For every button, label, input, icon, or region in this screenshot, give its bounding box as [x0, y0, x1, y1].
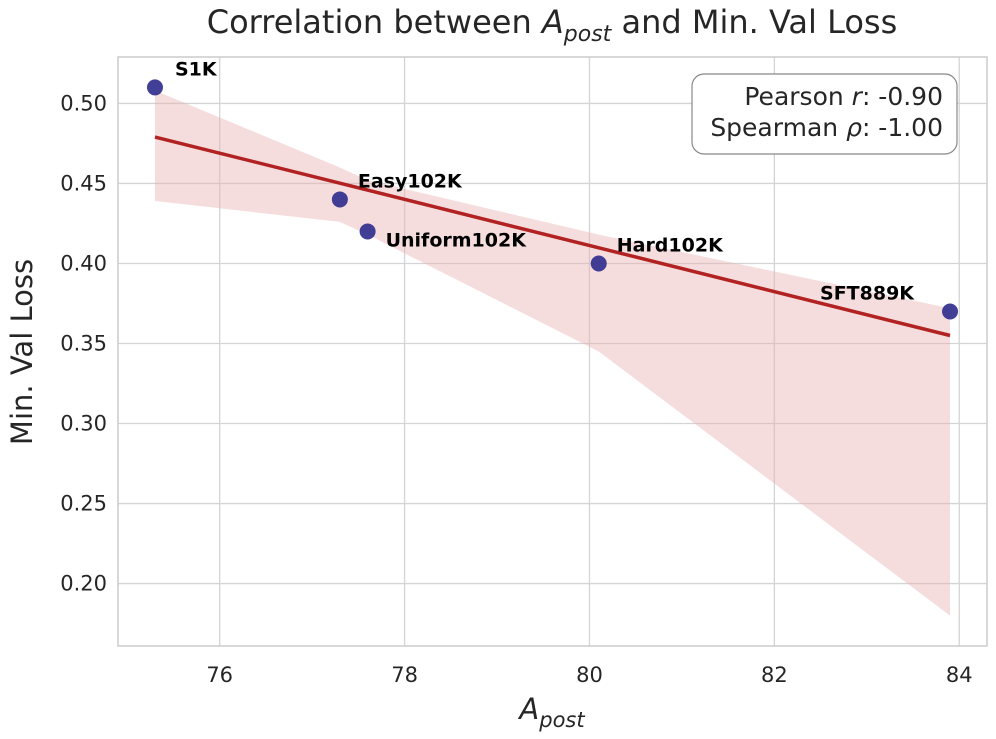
- point-sft889k: [942, 303, 959, 320]
- point-label-uniform102k: Uniform102K: [386, 229, 528, 251]
- x-tick-labels: 76 78 80 82 84: [206, 663, 972, 687]
- point-hard102k: [590, 255, 607, 272]
- confidence-band: [154, 90, 951, 616]
- regression-line: [154, 135, 951, 338]
- y-tick-label-0: 0.20: [60, 572, 107, 596]
- x-tick-label-1: 78: [391, 663, 418, 687]
- point-label-hard102k: Hard102K: [617, 234, 724, 256]
- grid-lines: [118, 57, 987, 646]
- stats-box: Pearson r: -0.90 Spearman ρ: -1.00: [691, 73, 958, 155]
- data-points: [146, 79, 959, 320]
- y-axis-label: Min. Val Loss: [5, 259, 39, 445]
- x-tick-label-0: 76: [206, 663, 233, 687]
- y-tick-label-4: 0.40: [60, 251, 107, 275]
- y-tick-label-5: 0.45: [60, 171, 107, 195]
- x-tick-label-3: 82: [761, 663, 788, 687]
- y-tick-labels: 0.20 0.25 0.30 0.35 0.40 0.45 0.50: [60, 91, 107, 595]
- chart-title: Correlation between Apost and Min. Val L…: [207, 3, 898, 47]
- point-label-easy102k: Easy102K: [358, 170, 463, 192]
- plot-frame: [117, 56, 988, 647]
- x-axis-label: Apost: [517, 692, 585, 732]
- y-tick-label-2: 0.30: [60, 412, 107, 436]
- y-tick-label-6: 0.50: [60, 91, 107, 115]
- point-easy102k: [331, 191, 348, 208]
- spearman-text: Spearman ρ: -1.00: [710, 113, 943, 142]
- point-labels: S1K Easy102K Uniform102K Hard102K SFT889K: [175, 58, 915, 304]
- y-tick-label-1: 0.25: [60, 492, 107, 516]
- pearson-text: Pearson r: -0.90: [744, 82, 943, 111]
- point-s1k: [146, 79, 163, 96]
- point-label-sft889k: SFT889K: [820, 282, 915, 304]
- point-uniform102k: [359, 223, 376, 240]
- point-label-s1k: S1K: [175, 58, 218, 80]
- y-tick-label-3: 0.35: [60, 331, 107, 355]
- x-tick-label-4: 84: [946, 663, 973, 687]
- x-tick-label-2: 80: [576, 663, 603, 687]
